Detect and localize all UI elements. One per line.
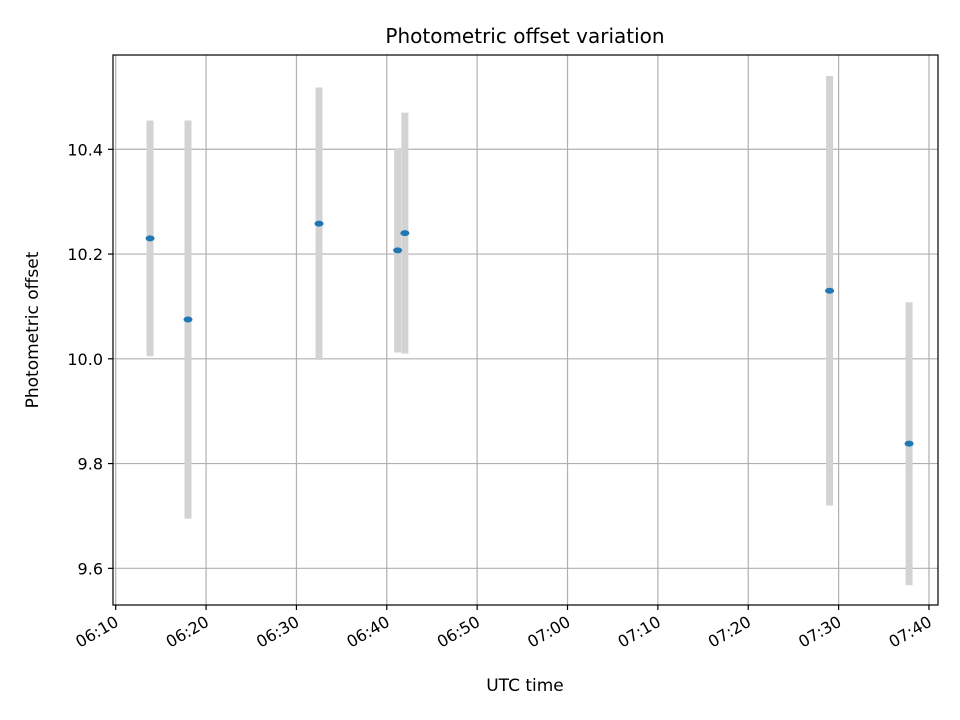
y-tick-label: 9.6: [78, 559, 103, 578]
x-tick-label: 06:50: [434, 612, 483, 652]
y-axis-ticks: 9.6 9.8 10.0 10.2 10.4: [67, 140, 113, 578]
x-tick-label: 07:20: [705, 612, 754, 652]
x-tick-label: 07:00: [524, 612, 573, 652]
x-axis-ticks: 06:10 06:20 06:30 06:40 06:50 07:00 07:10 07:20…: [72, 605, 935, 652]
data-point: [145, 235, 155, 242]
x-tick-label: 06:20: [163, 612, 212, 652]
x-axis-title: UTC time: [486, 676, 564, 696]
data-point: [393, 247, 403, 254]
plot-frame: [112, 54, 939, 606]
data-points: [145, 220, 914, 447]
x-tick-label: 07:30: [795, 612, 844, 652]
y-tick-label: 10.0: [67, 350, 103, 369]
y-tick-label: 9.8: [78, 455, 103, 474]
data-point: [904, 440, 914, 447]
x-tick-label: 06:30: [253, 612, 302, 652]
x-tick-label: 07:10: [614, 612, 663, 652]
data-point: [314, 220, 324, 227]
y-tick-label: 10.4: [67, 140, 103, 159]
error-bars: [146, 75, 913, 586]
x-tick-label: 06:40: [343, 612, 392, 652]
y-axis-title: Photometric offset: [23, 251, 43, 408]
x-tick-label: 06:10: [72, 612, 121, 652]
data-point: [183, 316, 193, 323]
data-point: [825, 287, 835, 294]
y-tick-label: 10.2: [67, 245, 103, 264]
x-tick-label: 07:40: [886, 612, 935, 652]
grid: [113, 55, 938, 605]
chart-title: Photometric offset variation: [385, 24, 664, 48]
data-point: [400, 230, 410, 237]
